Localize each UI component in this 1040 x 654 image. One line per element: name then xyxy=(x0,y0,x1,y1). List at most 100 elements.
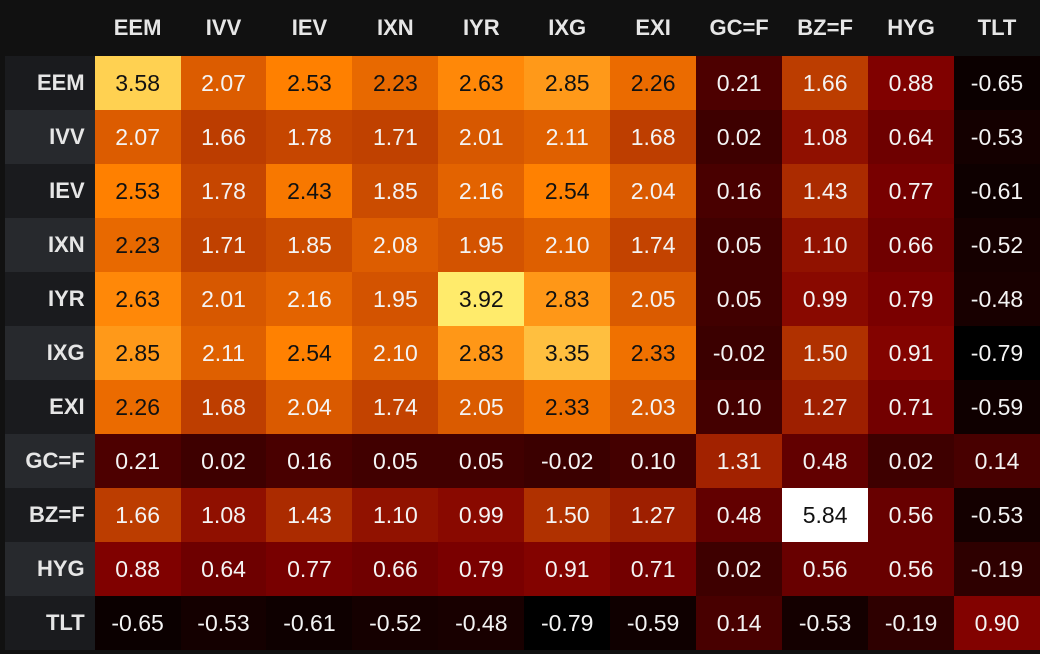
heatmap-cell: 1.66 xyxy=(782,56,869,110)
heatmap-cell: 1.71 xyxy=(180,218,267,272)
row-header-iyr: IYR xyxy=(5,272,95,326)
heatmap-cell: 5.84 xyxy=(782,488,869,542)
heatmap-cell: 3.35 xyxy=(524,326,611,380)
heatmap-cell: 0.05 xyxy=(438,434,525,488)
heatmap-cell: 3.92 xyxy=(438,272,525,326)
heatmap-cell: 0.56 xyxy=(868,488,955,542)
heatmap-row: IVV 2.07 1.66 1.78 1.71 2.01 2.11 1.68 0.02 1.08 0… xyxy=(5,110,1040,164)
heatmap-cell: 2.03 xyxy=(610,380,697,434)
column-header-ivv: IVV xyxy=(180,0,267,56)
heatmap-cell: 0.48 xyxy=(782,434,869,488)
heatmap-cell: 2.05 xyxy=(610,272,697,326)
heatmap-row: IXN 2.23 1.71 1.85 2.08 1.95 2.10 1.74 0.05 1.10 0… xyxy=(5,218,1040,272)
heatmap-cell: -0.61 xyxy=(954,164,1040,218)
heatmap-cell: 2.26 xyxy=(610,56,697,110)
heatmap-cell: 0.14 xyxy=(696,596,783,650)
heatmap-cell: 1.27 xyxy=(782,380,869,434)
row-header-exi: EXI xyxy=(5,380,95,434)
column-header-ixg: IXG xyxy=(524,0,611,56)
heatmap-cell: 0.64 xyxy=(868,110,955,164)
heatmap-cell: -0.19 xyxy=(954,542,1040,596)
column-header-tlt: TLT xyxy=(954,0,1040,56)
heatmap-cell: 2.04 xyxy=(610,164,697,218)
heatmap-cell: 0.71 xyxy=(610,542,697,596)
heatmap-cell: 1.95 xyxy=(438,218,525,272)
heatmap-cell: 2.04 xyxy=(266,380,353,434)
heatmap-cell: 2.05 xyxy=(438,380,525,434)
heatmap-cell: 2.07 xyxy=(94,110,181,164)
heatmap-cell: 0.05 xyxy=(352,434,439,488)
heatmap-row: GC=F 0.21 0.02 0.16 0.05 0.05 -0.02 0.10 1.31 0.4… xyxy=(5,434,1040,488)
heatmap-cell: 0.16 xyxy=(266,434,353,488)
heatmap-cell: 2.33 xyxy=(524,380,611,434)
heatmap-cell: 1.78 xyxy=(266,110,353,164)
row-header-hyg: HYG xyxy=(5,542,95,596)
heatmap-cell: -0.59 xyxy=(610,596,697,650)
column-header-iev: IEV xyxy=(266,0,353,56)
heatmap-cell: 0.05 xyxy=(696,272,783,326)
heatmap-cell: 0.91 xyxy=(868,326,955,380)
heatmap-cell: 1.71 xyxy=(352,110,439,164)
heatmap-cell: -0.53 xyxy=(954,488,1040,542)
heatmap-cell: 2.63 xyxy=(438,56,525,110)
heatmap-cell: -0.52 xyxy=(954,218,1040,272)
heatmap-cell: -0.79 xyxy=(524,596,611,650)
column-header-ixn: IXN xyxy=(352,0,439,56)
heatmap-cell: -0.02 xyxy=(524,434,611,488)
heatmap-cell: 0.90 xyxy=(954,596,1040,650)
row-header-bz-f: BZ=F xyxy=(5,488,95,542)
heatmap-cell: -0.48 xyxy=(438,596,525,650)
heatmap-cell: 1.66 xyxy=(94,488,181,542)
row-header-gc-f: GC=F xyxy=(5,434,95,488)
heatmap-cell: 1.08 xyxy=(180,488,267,542)
heatmap-cell: 1.66 xyxy=(180,110,267,164)
heatmap-cell: 2.23 xyxy=(94,218,181,272)
heatmap-cell: 2.07 xyxy=(180,56,267,110)
heatmap-cell: -0.19 xyxy=(868,596,955,650)
heatmap-cell: 0.88 xyxy=(94,542,181,596)
heatmap-cell: 1.95 xyxy=(352,272,439,326)
heatmap-cell: -0.02 xyxy=(696,326,783,380)
heatmap-cell: -0.59 xyxy=(954,380,1040,434)
heatmap-cell: 2.53 xyxy=(266,56,353,110)
heatmap-cell: 2.16 xyxy=(266,272,353,326)
heatmap-cell: 0.71 xyxy=(868,380,955,434)
heatmap-cell: 1.27 xyxy=(610,488,697,542)
heatmap-cell: 1.50 xyxy=(782,326,869,380)
column-header-iyr: IYR xyxy=(438,0,525,56)
heatmap-cell: 0.10 xyxy=(610,434,697,488)
heatmap-row: EXI 2.26 1.68 2.04 1.74 2.05 2.33 2.03 0.10 1.27 0… xyxy=(5,380,1040,434)
heatmap-cell: 1.74 xyxy=(610,218,697,272)
row-header-ivv: IVV xyxy=(5,110,95,164)
heatmap-body: EEM 3.58 2.07 2.53 2.23 2.63 2.85 2.26 0.21 1.66 0… xyxy=(5,56,1040,650)
heatmap-cell: 1.74 xyxy=(352,380,439,434)
heatmap-cell: 0.56 xyxy=(868,542,955,596)
heatmap-cell: 2.23 xyxy=(352,56,439,110)
heatmap-cell: -0.53 xyxy=(954,110,1040,164)
heatmap-cell: 1.10 xyxy=(352,488,439,542)
heatmap-cell: 1.31 xyxy=(696,434,783,488)
column-header-hyg: HYG xyxy=(868,0,955,56)
heatmap-cell: 0.21 xyxy=(94,434,181,488)
column-header-bz-f: BZ=F xyxy=(782,0,869,56)
heatmap-row: HYG 0.88 0.64 0.77 0.66 0.79 0.91 0.71 0.02 0.56 0… xyxy=(5,542,1040,596)
corner-cell xyxy=(5,0,95,56)
heatmap-cell: 2.83 xyxy=(524,272,611,326)
heatmap-cell: 0.02 xyxy=(696,542,783,596)
heatmap-cell: 2.01 xyxy=(438,110,525,164)
heatmap-cell: -0.53 xyxy=(782,596,869,650)
heatmap-cell: 2.54 xyxy=(524,164,611,218)
heatmap-cell: 1.85 xyxy=(352,164,439,218)
row-header-ixn: IXN xyxy=(5,218,95,272)
heatmap-cell: 2.10 xyxy=(524,218,611,272)
heatmap-cell: 0.79 xyxy=(438,542,525,596)
heatmap-cell: 1.78 xyxy=(180,164,267,218)
heatmap-cell: 0.99 xyxy=(782,272,869,326)
heatmap-cell: 0.48 xyxy=(696,488,783,542)
heatmap-cell: 2.63 xyxy=(94,272,181,326)
heatmap-table: EEM IVV IEV IXN IYR IXG EXI GC=F BZ=F HYG TLT EEM 3… xyxy=(5,0,1040,650)
heatmap-cell: 0.14 xyxy=(954,434,1040,488)
heatmap-cell: 0.99 xyxy=(438,488,525,542)
heatmap-row: BZ=F 1.66 1.08 1.43 1.10 0.99 1.50 1.27 0.48 5.84… xyxy=(5,488,1040,542)
heatmap-cell: 0.79 xyxy=(868,272,955,326)
